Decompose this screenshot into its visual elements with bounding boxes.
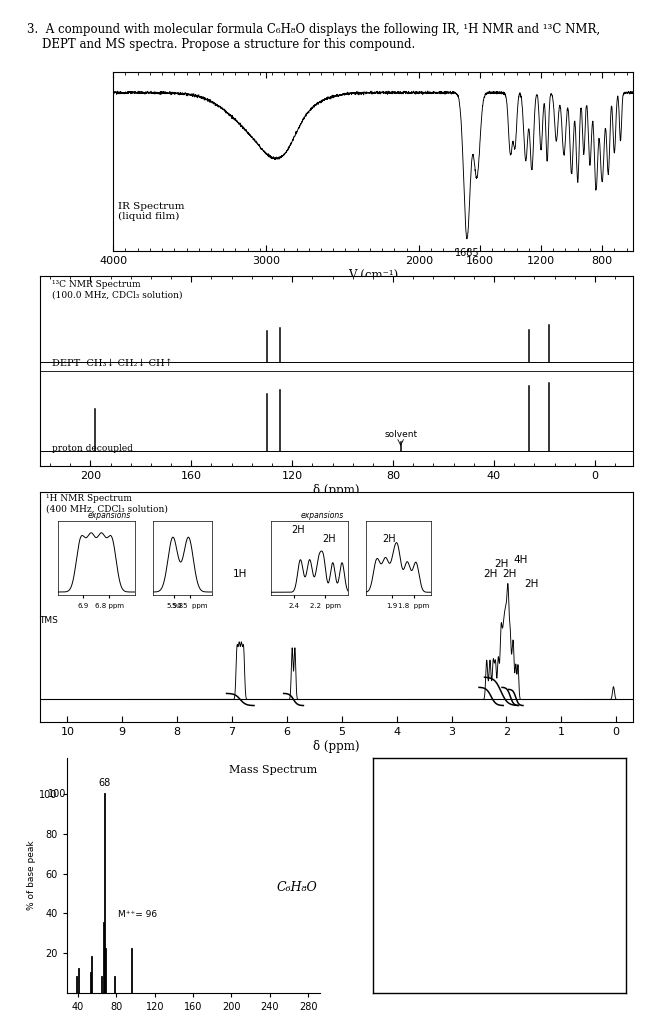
X-axis label: δ (ppm): δ (ppm)	[313, 483, 360, 497]
Text: expansions: expansions	[88, 511, 131, 520]
Text: 1685: 1685	[455, 249, 480, 258]
Text: solvent: solvent	[384, 430, 417, 439]
Text: 68: 68	[99, 777, 111, 787]
X-axis label: V (cm⁻¹): V (cm⁻¹)	[348, 268, 398, 282]
Text: 3.  A compound with molecular formula C₆H₈O displays the following IR, ¹H NMR an: 3. A compound with molecular formula C₆H…	[27, 23, 600, 36]
Text: DEPT  CH₃↓ CH₂↓ CH↑: DEPT CH₃↓ CH₂↓ CH↑	[52, 358, 172, 368]
X-axis label: δ (ppm): δ (ppm)	[313, 739, 360, 753]
Text: 2H: 2H	[322, 535, 336, 544]
Text: ¹³C NMR Spectrum
(100.0 MHz, CDCl₃ solution): ¹³C NMR Spectrum (100.0 MHz, CDCl₃ solut…	[52, 281, 182, 300]
Text: Mass Spectrum: Mass Spectrum	[229, 765, 317, 775]
Text: 2H: 2H	[502, 569, 516, 580]
Text: 4H: 4H	[513, 555, 527, 565]
Y-axis label: % of base peak: % of base peak	[27, 841, 37, 910]
Text: 2H: 2H	[524, 580, 538, 590]
Text: 100: 100	[48, 788, 67, 799]
Text: IR Spectrum
(liquid film): IR Spectrum (liquid film)	[119, 202, 185, 221]
Text: 2H: 2H	[291, 524, 305, 535]
Text: 2H: 2H	[382, 535, 396, 544]
Text: 1H: 1H	[233, 569, 248, 580]
Text: 2H: 2H	[483, 569, 498, 580]
Text: ¹H NMR Spectrum
(400 MHz, CDCl₃ solution): ¹H NMR Spectrum (400 MHz, CDCl₃ solution…	[46, 494, 168, 513]
Text: TMS: TMS	[39, 616, 58, 625]
Text: C₆H₈O: C₆H₈O	[276, 881, 317, 894]
Text: 1H: 1H	[286, 559, 301, 569]
Text: 2H: 2H	[494, 559, 508, 569]
Text: proton decoupled: proton decoupled	[52, 443, 133, 453]
Text: M⁺⁺= 96: M⁺⁺= 96	[119, 910, 157, 920]
Text: DEPT and MS spectra. Propose a structure for this compound.: DEPT and MS spectra. Propose a structure…	[27, 38, 415, 51]
Text: expansions: expansions	[301, 511, 344, 520]
